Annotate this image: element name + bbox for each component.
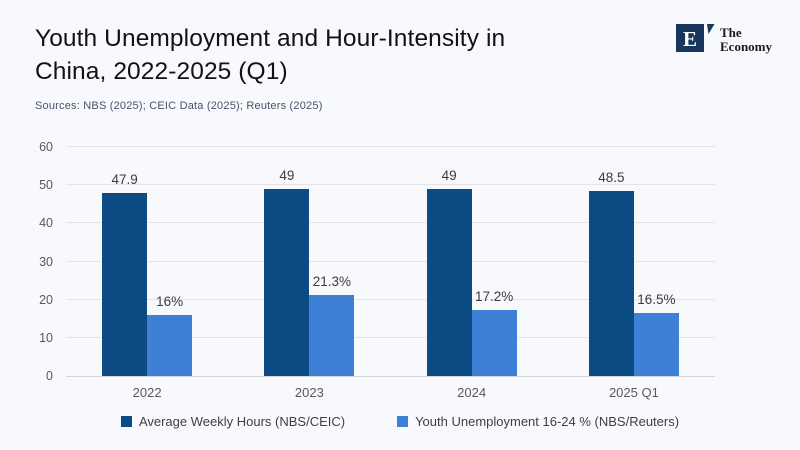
x-tick-label: 2022 (132, 385, 162, 400)
legend-label: Youth Unemployment 16-24 % (NBS/Reuters) (415, 414, 680, 429)
bar: 16% (147, 294, 193, 376)
bar-value-label: 17.2% (474, 289, 514, 305)
logo-square (676, 24, 704, 52)
bar-groups: 47.9 16% 49 21.3% 49 17.2% 48.5 16.5% (66, 147, 715, 376)
bar: 16.5% (633, 292, 679, 376)
bar-group-2022: 47.9 16% (66, 147, 228, 376)
bar: 21.3% (309, 274, 355, 376)
title-line-1: Youth Unemployment and Hour-Intensity in (35, 25, 506, 52)
bar-group-2023: 49 21.3% (228, 147, 390, 376)
y-tick-label: 60 (39, 140, 53, 154)
gridline (66, 260, 715, 262)
brand-logo-graphic: E The Economy (676, 24, 773, 54)
gridline (66, 222, 715, 224)
gridline (66, 146, 715, 147)
y-tick-label: 20 (39, 292, 53, 307)
x-axis: 2022 2023 2024 2025 Q1 (66, 383, 715, 403)
bar: 47.9 (102, 172, 148, 376)
bar-group-2025-q1: 48.5 16.5% (553, 147, 715, 376)
bar-value-label: 48.5 (598, 169, 625, 185)
plot-area: 0 10 20 30 40 50 60 47.9 16% 49 21.3% 49 17.2% 48.5 16… (39, 140, 715, 383)
legend-item: Average Weekly Hours (NBS/CEIC) (120, 414, 346, 429)
bar-value-label: 49 (279, 167, 295, 183)
legend-swatch (120, 416, 132, 427)
gridline (66, 298, 715, 300)
brand-logo: E The Economy (676, 20, 778, 61)
bar-value-label: 21.3% (312, 273, 352, 289)
bar-value-label: 47.9 (111, 172, 138, 188)
y-tick-label: 40 (39, 216, 53, 231)
y-tick-label: 50 (39, 178, 53, 193)
logo-text-line2: Economy (720, 39, 773, 54)
bar-group-2024: 49 17.2% (391, 147, 553, 376)
logo-letter-icon: E (683, 27, 697, 51)
x-tick-label: 2025 Q1 (608, 385, 659, 400)
legend-label: Average Weekly Hours (NBS/CEIC) (138, 414, 346, 429)
y-tick-label: 30 (39, 254, 53, 269)
bar: 49 (426, 168, 472, 376)
bar-value-label: 16% (156, 293, 184, 309)
gridline (66, 184, 715, 186)
gridline (66, 336, 715, 338)
bar-value-label: 49 (441, 167, 457, 183)
sources-note: Sources: NBS (2025); CEIC Data (2025); R… (35, 100, 323, 112)
legend: Average Weekly Hours (NBS/CEIC) Youth Une… (0, 414, 800, 429)
legend-item: Youth Unemployment 16-24 % (NBS/Reuters) (397, 414, 679, 429)
logo-quote-mark-icon (707, 24, 715, 34)
x-tick-label: 2024 (457, 385, 487, 400)
x-tick-label: 2023 (294, 385, 324, 400)
title-line-2: China, 2022-2025 (Q1) (35, 58, 288, 85)
y-tick-label: 0 (46, 369, 53, 383)
y-tick-label: 10 (39, 330, 53, 345)
logo-text-line1: The (720, 25, 742, 40)
bar: 49 (264, 168, 310, 376)
bar-value-label: 16.5% (637, 292, 676, 308)
page-title: Youth Unemployment and Hour-Intensity in… (35, 22, 665, 88)
bar: 48.5 (588, 170, 634, 376)
bar: 17.2% (471, 289, 517, 376)
legend-swatch (397, 416, 409, 427)
